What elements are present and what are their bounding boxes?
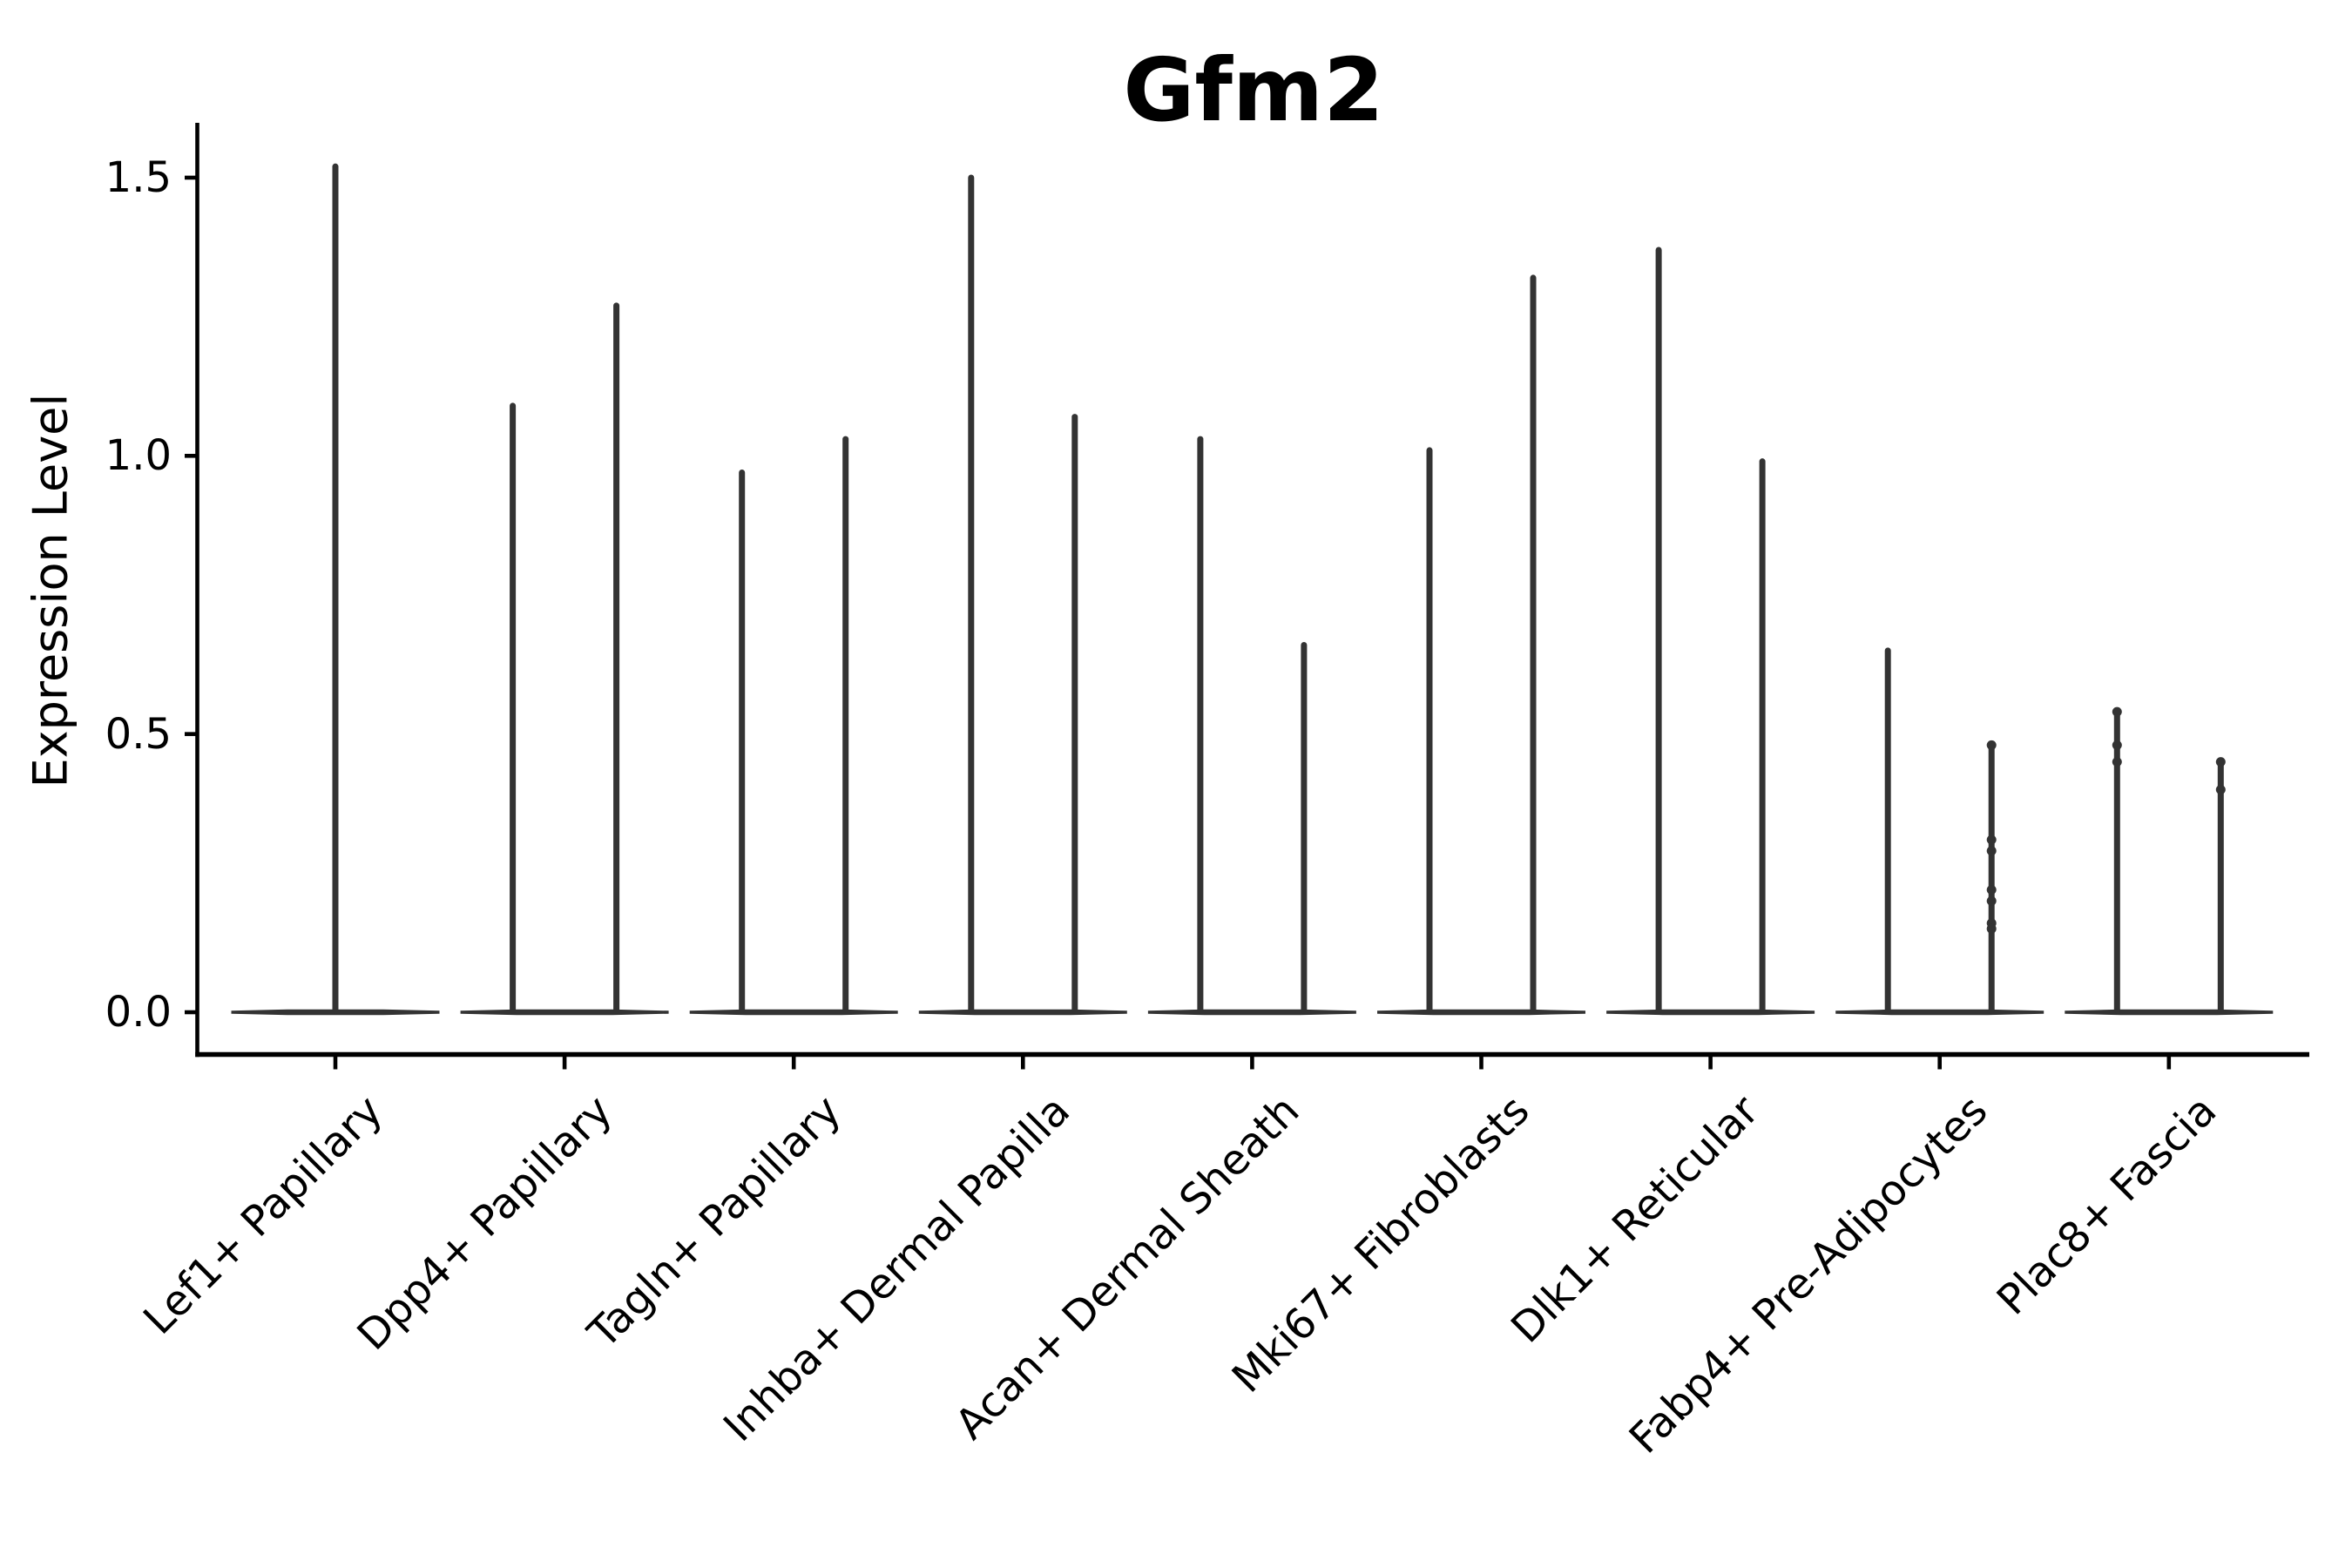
chart-title: Gfm2: [1123, 39, 1384, 141]
jitter-point: [1986, 884, 1997, 895]
y-tick-label-0p0: 0.0: [105, 988, 172, 1037]
y-tick-label-0p5: 0.5: [105, 710, 172, 759]
jitter-point: [2215, 757, 2226, 767]
violin-base: [1147, 1009, 1356, 1016]
jitter-point: [1986, 835, 1997, 845]
violin-base: [1835, 1009, 2044, 1016]
violin-base: [1377, 1009, 1585, 1016]
jitter-point: [2112, 757, 2122, 767]
violin-base: [689, 1009, 898, 1016]
jitter-point: [1986, 923, 1997, 934]
jitter-point: [1986, 896, 1997, 906]
jitter-point: [2112, 706, 2122, 717]
y-tick-label-1p0: 1.0: [105, 431, 172, 480]
violin-base: [2065, 1009, 2274, 1016]
y-tick-label-1p5: 1.5: [105, 153, 172, 202]
jitter-point: [2112, 740, 2122, 750]
jitter-point: [2215, 785, 2226, 795]
violin-base: [1606, 1009, 1815, 1016]
violin-base: [918, 1009, 1127, 1016]
jitter-point: [1986, 740, 1997, 750]
violin-base: [460, 1009, 669, 1016]
jitter-point: [1986, 846, 1997, 856]
